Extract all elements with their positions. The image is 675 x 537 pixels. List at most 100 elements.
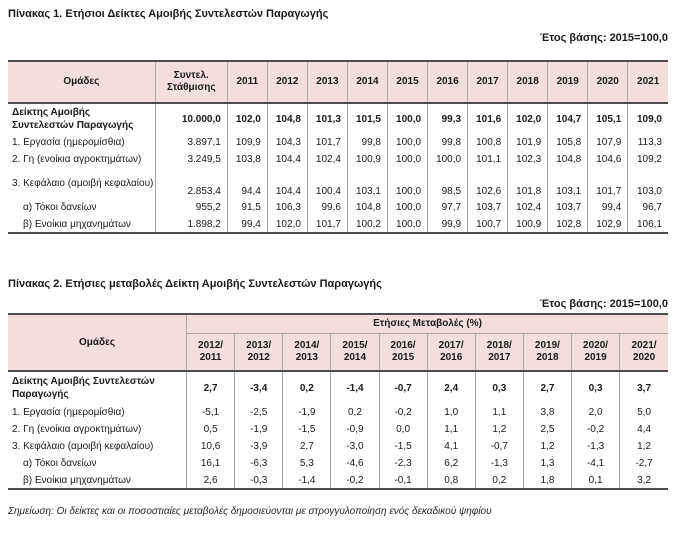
value-cell: 99,8 (346, 134, 389, 152)
value-cell: -2,3 (378, 455, 428, 473)
value-cell: -0,1 (378, 472, 428, 491)
value-cell: -0,2 (378, 404, 428, 422)
value-cell: 2,0 (570, 404, 621, 422)
table2-period-header: 2020/2019 (570, 333, 621, 373)
value-cell: 99,3 (427, 103, 469, 135)
value-cell: 100,4 (306, 168, 348, 200)
value-cell: 0,2 (282, 371, 332, 405)
value-cell: 103,8 (226, 151, 268, 169)
value-cell: 109,0 (627, 103, 668, 135)
table1-header-row: Ομάδες Συντελ. Στάθμισης 2011 2012 2013 201… (8, 60, 668, 105)
value-cell: 99,4 (587, 199, 629, 217)
table2-period-header: 2014/2013 (282, 333, 332, 373)
table2-row: 3. Κεφάλαιο (αμοιβή κεφαλαίου) 10,6 -3,9 2,… (8, 438, 668, 456)
table2: Ομάδες Ετήσιες Μεταβολές (%) 2012/2011 20… (8, 313, 668, 491)
table1-row: 1. Εργασία (ημερομίσθια) 3.897,1 109,9 104,… (8, 134, 668, 152)
value-cell: -3,9 (234, 438, 284, 456)
value-cell: 3,7 (619, 371, 668, 405)
value-cell: 98,5 (427, 168, 469, 200)
value-cell: 103,1 (346, 168, 389, 200)
table1-row: 3. Κεφάλαιο (αμοιβή κεφαλαίου) 2.853,4 94,… (8, 168, 668, 200)
value-cell: 99,4 (226, 216, 268, 235)
value-cell: 104,4 (266, 151, 308, 169)
value-cell: 100,0 (386, 134, 429, 152)
table1-year-header: 2018 (507, 60, 549, 105)
value-cell: 94,4 (226, 168, 268, 200)
value-cell: -1,5 (282, 421, 332, 439)
table1-title: Πίνακας 1. Ετήσιοι Δείκτες Αμοιβής Συντε… (8, 8, 329, 20)
table1-year-header: 2017 (467, 60, 509, 105)
table2-period-header: 2018/2017 (474, 333, 524, 373)
row-label: 1. Εργασία (ημερομίσθια) (8, 134, 156, 152)
value-cell: -0,2 (570, 421, 621, 439)
value-cell: 106,3 (266, 199, 308, 217)
table1-year-header: 2019 (547, 60, 589, 105)
value-cell: 100,9 (346, 151, 389, 169)
value-cell: 102,9 (587, 216, 629, 235)
value-cell: 0,3 (474, 371, 524, 405)
value-cell: -2,5 (234, 404, 284, 422)
row-label: 2. Γη (ενοίκια αγροκτημάτων) (8, 421, 187, 439)
value-cell: 0,5 (185, 421, 236, 439)
value-cell: 96,7 (627, 199, 668, 217)
table1-year-header: 2012 (266, 60, 308, 105)
table2-period-header: 2015/2014 (330, 333, 380, 373)
value-cell: 0,0 (378, 421, 428, 439)
value-cell: 2,5 (522, 421, 573, 439)
table1-base-year: Έτος βάσης: 2015=100,0 (539, 32, 668, 45)
value-cell: 102,4 (306, 151, 348, 169)
value-cell: 100,0 (386, 199, 429, 217)
value-cell: 104,3 (266, 134, 308, 152)
value-cell: 105,8 (547, 134, 589, 152)
value-cell: -4,1 (570, 455, 621, 473)
table2-title: Πίνακας 2. Ετήσιες μεταβολές Δείκτη Αμοι… (8, 278, 382, 291)
value-cell: -0,7 (474, 438, 524, 456)
value-cell: 104,8 (266, 103, 308, 135)
value-cell: 104,4 (266, 168, 308, 200)
value-cell: 2,7 (185, 371, 236, 405)
value-cell: 101,7 (306, 216, 348, 235)
value-cell: 102,8 (547, 216, 589, 235)
table2-period-header: 2019/2018 (522, 333, 573, 373)
table2-header-row-span: Ομάδες Ετήσιες Μεταβολές (%) (8, 313, 668, 373)
value-cell: -1,4 (330, 371, 380, 405)
value-cell: 100,0 (386, 103, 429, 135)
row-label: 1. Εργασία (ημερομίσθια) (8, 404, 187, 422)
value-cell: 1,2 (522, 438, 573, 456)
weight-cell: 3.897,1 (154, 134, 228, 152)
value-cell: 100,0 (386, 151, 429, 169)
value-cell: 4,4 (619, 421, 668, 439)
value-cell: 100,0 (386, 168, 429, 200)
value-cell: 1,1 (474, 404, 524, 422)
table2-period-header: 2017/2016 (426, 333, 476, 373)
table1-row: β) Ενοίκια μηχανημάτων 1.898,2 99,4 102,0 10… (8, 216, 668, 235)
row-label: Δείκτης Αμοιβής Συντελεστών Παραγωγής (8, 371, 187, 405)
value-cell: 1,2 (619, 438, 668, 456)
table1-year-header: 2014 (346, 60, 389, 105)
value-cell: 2,6 (185, 472, 236, 491)
value-cell: 101,7 (587, 168, 629, 200)
table2-row: α) Τόκοι δανείων 16,1 -6,3 5,3 -4,6 -2,3 6,2 -1… (8, 455, 668, 473)
value-cell: 109,2 (627, 151, 668, 169)
table2-period-header: 2013/2012 (234, 333, 284, 373)
value-cell: 103,0 (627, 168, 668, 200)
value-cell: 102,3 (507, 151, 549, 169)
row-label: Δείκτης Αμοιβής Συντελεστών Παραγωγής (8, 103, 156, 135)
value-cell: 101,7 (306, 134, 348, 152)
value-cell: 104,8 (346, 199, 389, 217)
value-cell: -1,5 (378, 438, 428, 456)
value-cell: -3,0 (330, 438, 380, 456)
table1-year-header: 2016 (427, 60, 469, 105)
table1-row: Δείκτης Αμοιβής Συντελεστών Παραγωγής 10.… (8, 103, 668, 135)
value-cell: 103,7 (467, 199, 509, 217)
table2-header-row-periods: 2012/2011 2013/2012 2014/2013 2015/2014 2016… (8, 333, 668, 373)
table2-row: β) Ενοίκια μηχανημάτων 2,6 -0,3 -1,4 -0,2 -0,… (8, 472, 668, 491)
value-cell: 100,2 (346, 216, 389, 235)
row-label: β) Ενοίκια μηχανημάτων (8, 472, 187, 491)
value-cell: 1,8 (522, 472, 573, 491)
value-cell: -6,3 (234, 455, 284, 473)
value-cell: 99,8 (427, 134, 469, 152)
value-cell: 102,0 (226, 103, 268, 135)
value-cell: -4,6 (330, 455, 380, 473)
